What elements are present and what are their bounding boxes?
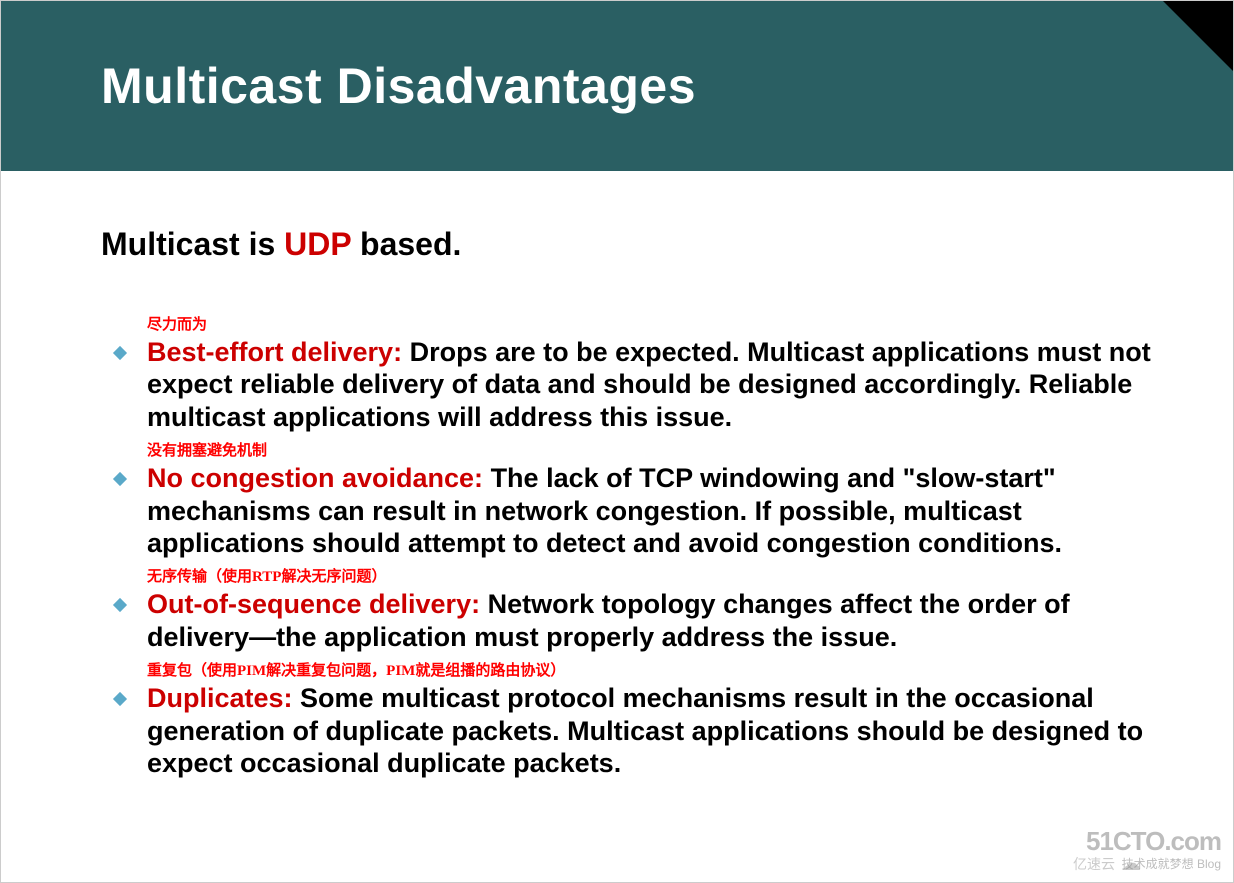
title-band: Multicast Disadvantages <box>1 1 1233 171</box>
bullet-item: Best-effort delivery: Drops are to be ex… <box>101 336 1153 433</box>
bullet-lead: Best-effort delivery: <box>147 337 410 367</box>
bullet-item: No congestion avoidance: The lack of TCP… <box>101 462 1153 559</box>
slide-container: Multicast Disadvantages Multicast is UDP… <box>0 0 1234 883</box>
bullet-list: 尽力而为 Best-effort delivery: Drops are to … <box>101 313 1153 779</box>
watermark: 51CTO.com 技术成就梦想 Blog <box>1086 826 1221 872</box>
slide-subtitle: Multicast is UDP based. <box>101 226 1153 263</box>
bullet-lead: Duplicates: <box>147 683 300 713</box>
corner-decoration <box>1163 1 1233 71</box>
bullet-item: Out-of-sequence delivery: Network topolo… <box>101 588 1153 653</box>
diamond-icon <box>113 692 127 706</box>
subtitle-pre: Multicast is <box>101 226 284 262</box>
subtitle-post: based. <box>351 226 461 262</box>
diamond-icon <box>113 598 127 612</box>
bullet-lead: No congestion avoidance: <box>147 463 491 493</box>
diamond-icon <box>113 346 127 360</box>
slide-title: Multicast Disadvantages <box>101 57 696 115</box>
annotation: 尽力而为 <box>147 313 1153 334</box>
subtitle-udp: UDP <box>284 226 351 262</box>
diamond-icon <box>113 472 127 486</box>
slide-content: Multicast is UDP based. 尽力而为 Best-effort… <box>1 171 1233 779</box>
annotation: 没有拥塞避免机制 <box>147 439 1153 460</box>
bullet-item: Duplicates: Some multicast protocol mech… <box>101 682 1153 779</box>
annotation: 无序传输（使用RTP解决无序问题） <box>147 565 1153 586</box>
watermark-main: 51CTO.com <box>1086 826 1221 857</box>
annotation: 重复包（使用PIM解决重复包问题，PIM就是组播的路由协议） <box>147 659 1153 680</box>
bullet-lead: Out-of-sequence delivery: <box>147 589 488 619</box>
watermark-sub: 技术成就梦想 Blog <box>1086 855 1221 872</box>
